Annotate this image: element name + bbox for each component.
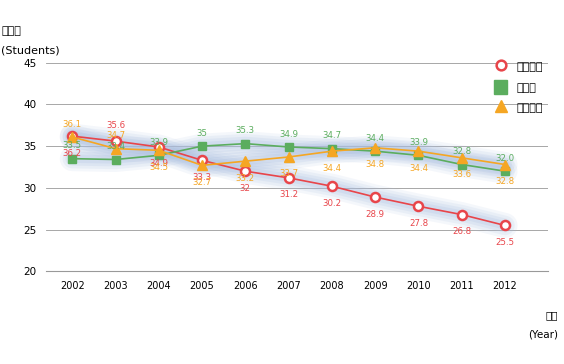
Text: 33.9: 33.9 xyxy=(149,138,168,147)
Text: 34.8: 34.8 xyxy=(365,160,385,169)
Text: 35.6: 35.6 xyxy=(106,121,125,130)
Text: 33.9: 33.9 xyxy=(409,138,428,147)
Text: 27.8: 27.8 xyxy=(409,219,428,228)
Text: 35: 35 xyxy=(197,129,208,138)
Text: 32: 32 xyxy=(240,184,251,193)
Text: (Year): (Year) xyxy=(528,330,558,340)
Text: 34.9: 34.9 xyxy=(279,130,298,139)
Text: 연도: 연도 xyxy=(546,310,558,320)
Text: 32.8: 32.8 xyxy=(452,147,472,156)
Text: 32.7: 32.7 xyxy=(192,178,212,187)
Text: 36.2: 36.2 xyxy=(63,149,82,158)
Text: 35.3: 35.3 xyxy=(236,126,255,135)
Text: 34.9: 34.9 xyxy=(149,159,168,169)
Text: 학생수: 학생수 xyxy=(1,26,21,36)
Legend: 초등학교, 중학교, 고등학궐: 초등학교, 중학교, 고등학궐 xyxy=(494,60,543,114)
Text: 33.5: 33.5 xyxy=(63,141,82,150)
Text: 34.5: 34.5 xyxy=(149,163,169,172)
Text: (Students): (Students) xyxy=(1,46,60,56)
Text: 33.6: 33.6 xyxy=(452,170,472,179)
Text: 31.2: 31.2 xyxy=(279,190,298,199)
Text: 32.0: 32.0 xyxy=(495,154,514,163)
Text: 34.7: 34.7 xyxy=(106,131,125,140)
Text: 33.4: 33.4 xyxy=(106,142,125,151)
Text: 34.4: 34.4 xyxy=(365,134,385,143)
Text: 33.7: 33.7 xyxy=(279,170,298,178)
Text: 26.8: 26.8 xyxy=(452,227,472,236)
Text: 30.2: 30.2 xyxy=(323,199,341,208)
Text: 36.1: 36.1 xyxy=(63,120,82,128)
Text: 32.8: 32.8 xyxy=(495,177,514,186)
Text: 25.5: 25.5 xyxy=(495,238,514,247)
Text: 34.7: 34.7 xyxy=(323,131,341,140)
Text: 28.9: 28.9 xyxy=(365,210,385,218)
Text: 34.4: 34.4 xyxy=(323,164,341,173)
Text: 34.4: 34.4 xyxy=(409,164,428,173)
Text: 33.2: 33.2 xyxy=(236,174,255,183)
Text: 33.3: 33.3 xyxy=(192,173,212,182)
